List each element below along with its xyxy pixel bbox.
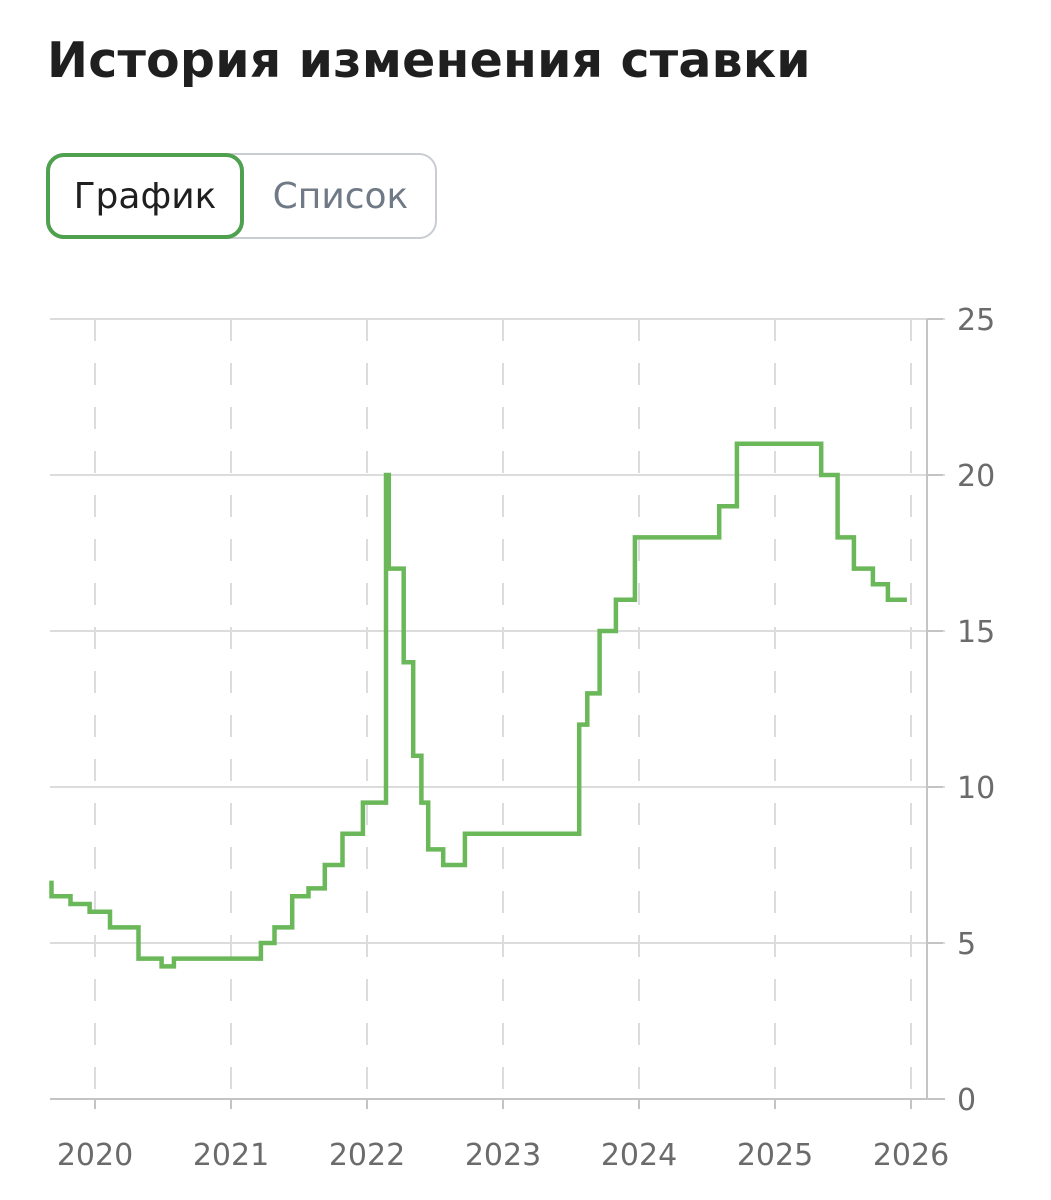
x-tick-label-2021: 2021 xyxy=(193,1138,269,1173)
x-tick-label-2026: 2026 xyxy=(873,1138,949,1173)
horizontal-grid xyxy=(50,318,945,944)
series-layer xyxy=(49,441,907,969)
x-tick-label-2025: 2025 xyxy=(737,1138,813,1173)
y-tick-label-25: 25 xyxy=(957,303,995,338)
y-tick-label-15: 15 xyxy=(957,615,995,650)
x-tick-label-2022: 2022 xyxy=(329,1138,405,1173)
x-tick-label-2023: 2023 xyxy=(465,1138,541,1173)
page-title: История изменения ставки xyxy=(47,32,811,89)
x-tick-label-2020: 2020 xyxy=(57,1138,133,1173)
y-tick-label-10: 10 xyxy=(957,771,995,806)
chart-axes xyxy=(50,318,945,1109)
y-tick-label-5: 5 xyxy=(957,927,976,962)
x-axis-labels: 2020 2021 2022 2023 2024 2025 2026 xyxy=(57,1138,949,1173)
view-toggle: График Список xyxy=(46,153,437,239)
tab-list[interactable]: Список xyxy=(272,175,409,217)
tab-chart[interactable]: График xyxy=(46,153,244,239)
x-tick-label-2024: 2024 xyxy=(601,1138,677,1173)
vertical-grid xyxy=(94,319,912,1099)
y-axis-labels: 0 5 10 15 20 25 xyxy=(957,303,995,1118)
rate-series-line xyxy=(49,441,907,969)
y-tick-label-0: 0 xyxy=(957,1083,976,1118)
y-tick-label-20: 20 xyxy=(957,459,995,494)
